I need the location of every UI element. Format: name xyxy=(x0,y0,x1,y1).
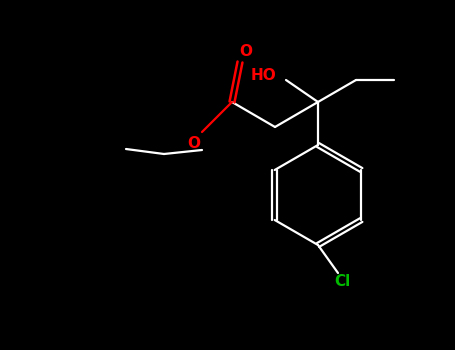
Text: Cl: Cl xyxy=(334,274,350,289)
Text: O: O xyxy=(187,136,201,152)
Text: HO: HO xyxy=(251,69,277,84)
Text: O: O xyxy=(239,44,253,60)
